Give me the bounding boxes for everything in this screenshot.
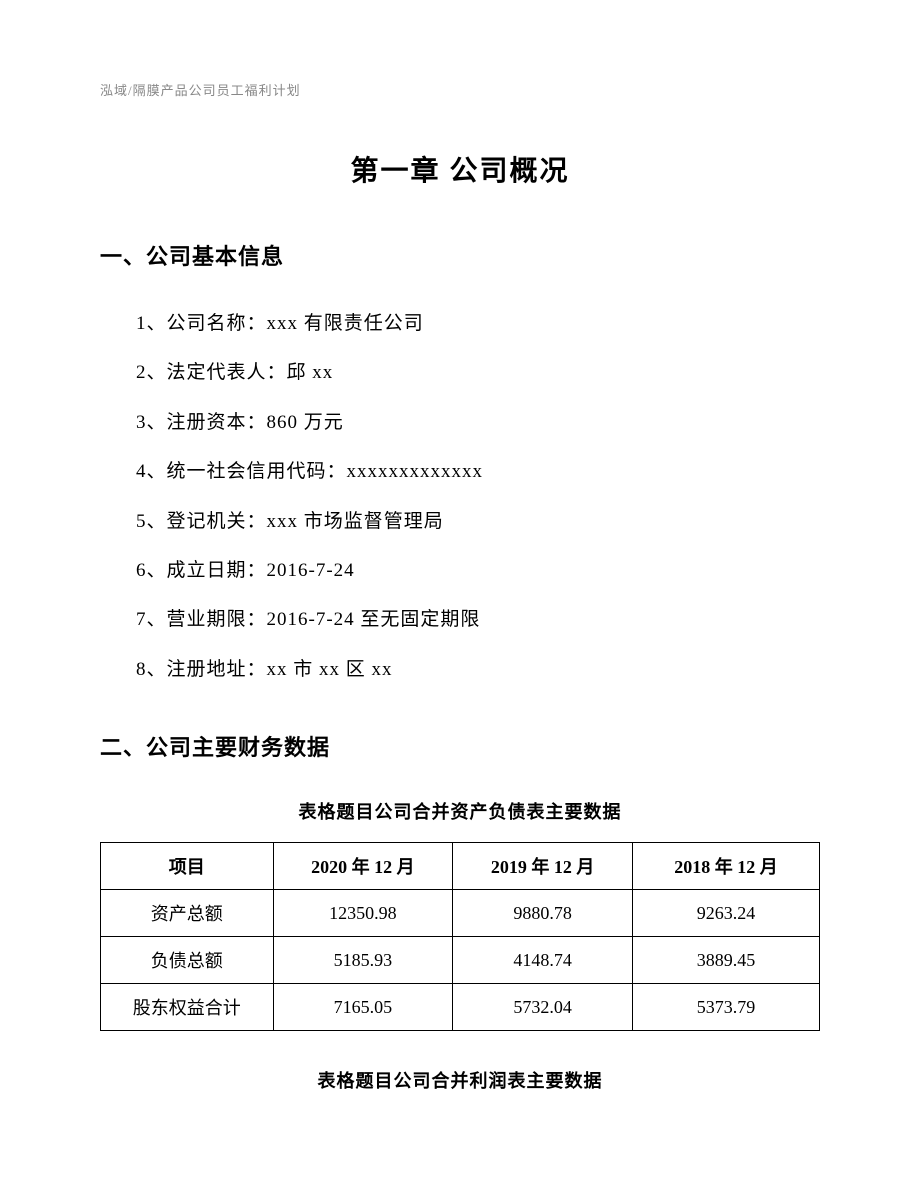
list-item: 3、注册资本：860 万元 [136,398,820,447]
table-cell: 负债总额 [101,937,274,984]
table-row: 股东权益合计 7165.05 5732.04 5373.79 [101,984,820,1031]
company-info-list: 1、公司名称：xxx 有限责任公司 2、法定代表人：邱 xx 3、注册资本：86… [100,299,820,694]
table-row: 资产总额 12350.98 9880.78 9263.24 [101,890,820,937]
section-2-title: 二、公司主要财务数据 [100,730,820,762]
section-1-title: 一、公司基本信息 [100,239,820,271]
table-cell: 9263.24 [633,890,820,937]
page-header: 泓域/隔膜产品公司员工福利计划 [100,80,820,99]
table-cell: 5373.79 [633,984,820,1031]
table-header-cell: 2019 年 12 月 [453,843,633,890]
balance-sheet-table: 项目 2020 年 12 月 2019 年 12 月 2018 年 12 月 资… [100,842,820,1031]
table-2-title: 表格题目公司合并利润表主要数据 [100,1067,820,1093]
table-row: 负债总额 5185.93 4148.74 3889.45 [101,937,820,984]
table-header-cell: 2018 年 12 月 [633,843,820,890]
table-1-title: 表格题目公司合并资产负债表主要数据 [100,798,820,824]
chapter-title: 第一章 公司概况 [100,149,820,189]
list-item: 6、成立日期：2016-7-24 [136,546,820,595]
list-item: 7、营业期限：2016-7-24 至无固定期限 [136,595,820,644]
list-item: 1、公司名称：xxx 有限责任公司 [136,299,820,348]
table-header-cell: 2020 年 12 月 [273,843,453,890]
table-cell: 4148.74 [453,937,633,984]
table-cell: 12350.98 [273,890,453,937]
table-cell: 7165.05 [273,984,453,1031]
table-cell: 5185.93 [273,937,453,984]
list-item: 5、登记机关：xxx 市场监督管理局 [136,497,820,546]
list-item: 8、注册地址：xx 市 xx 区 xx [136,645,820,694]
table-header-row: 项目 2020 年 12 月 2019 年 12 月 2018 年 12 月 [101,843,820,890]
list-item: 4、统一社会信用代码：xxxxxxxxxxxxx [136,447,820,496]
table-cell: 资产总额 [101,890,274,937]
table-cell: 股东权益合计 [101,984,274,1031]
list-item: 2、法定代表人：邱 xx [136,348,820,397]
table-cell: 3889.45 [633,937,820,984]
table-cell: 9880.78 [453,890,633,937]
table-cell: 5732.04 [453,984,633,1031]
table-header-cell: 项目 [101,843,274,890]
